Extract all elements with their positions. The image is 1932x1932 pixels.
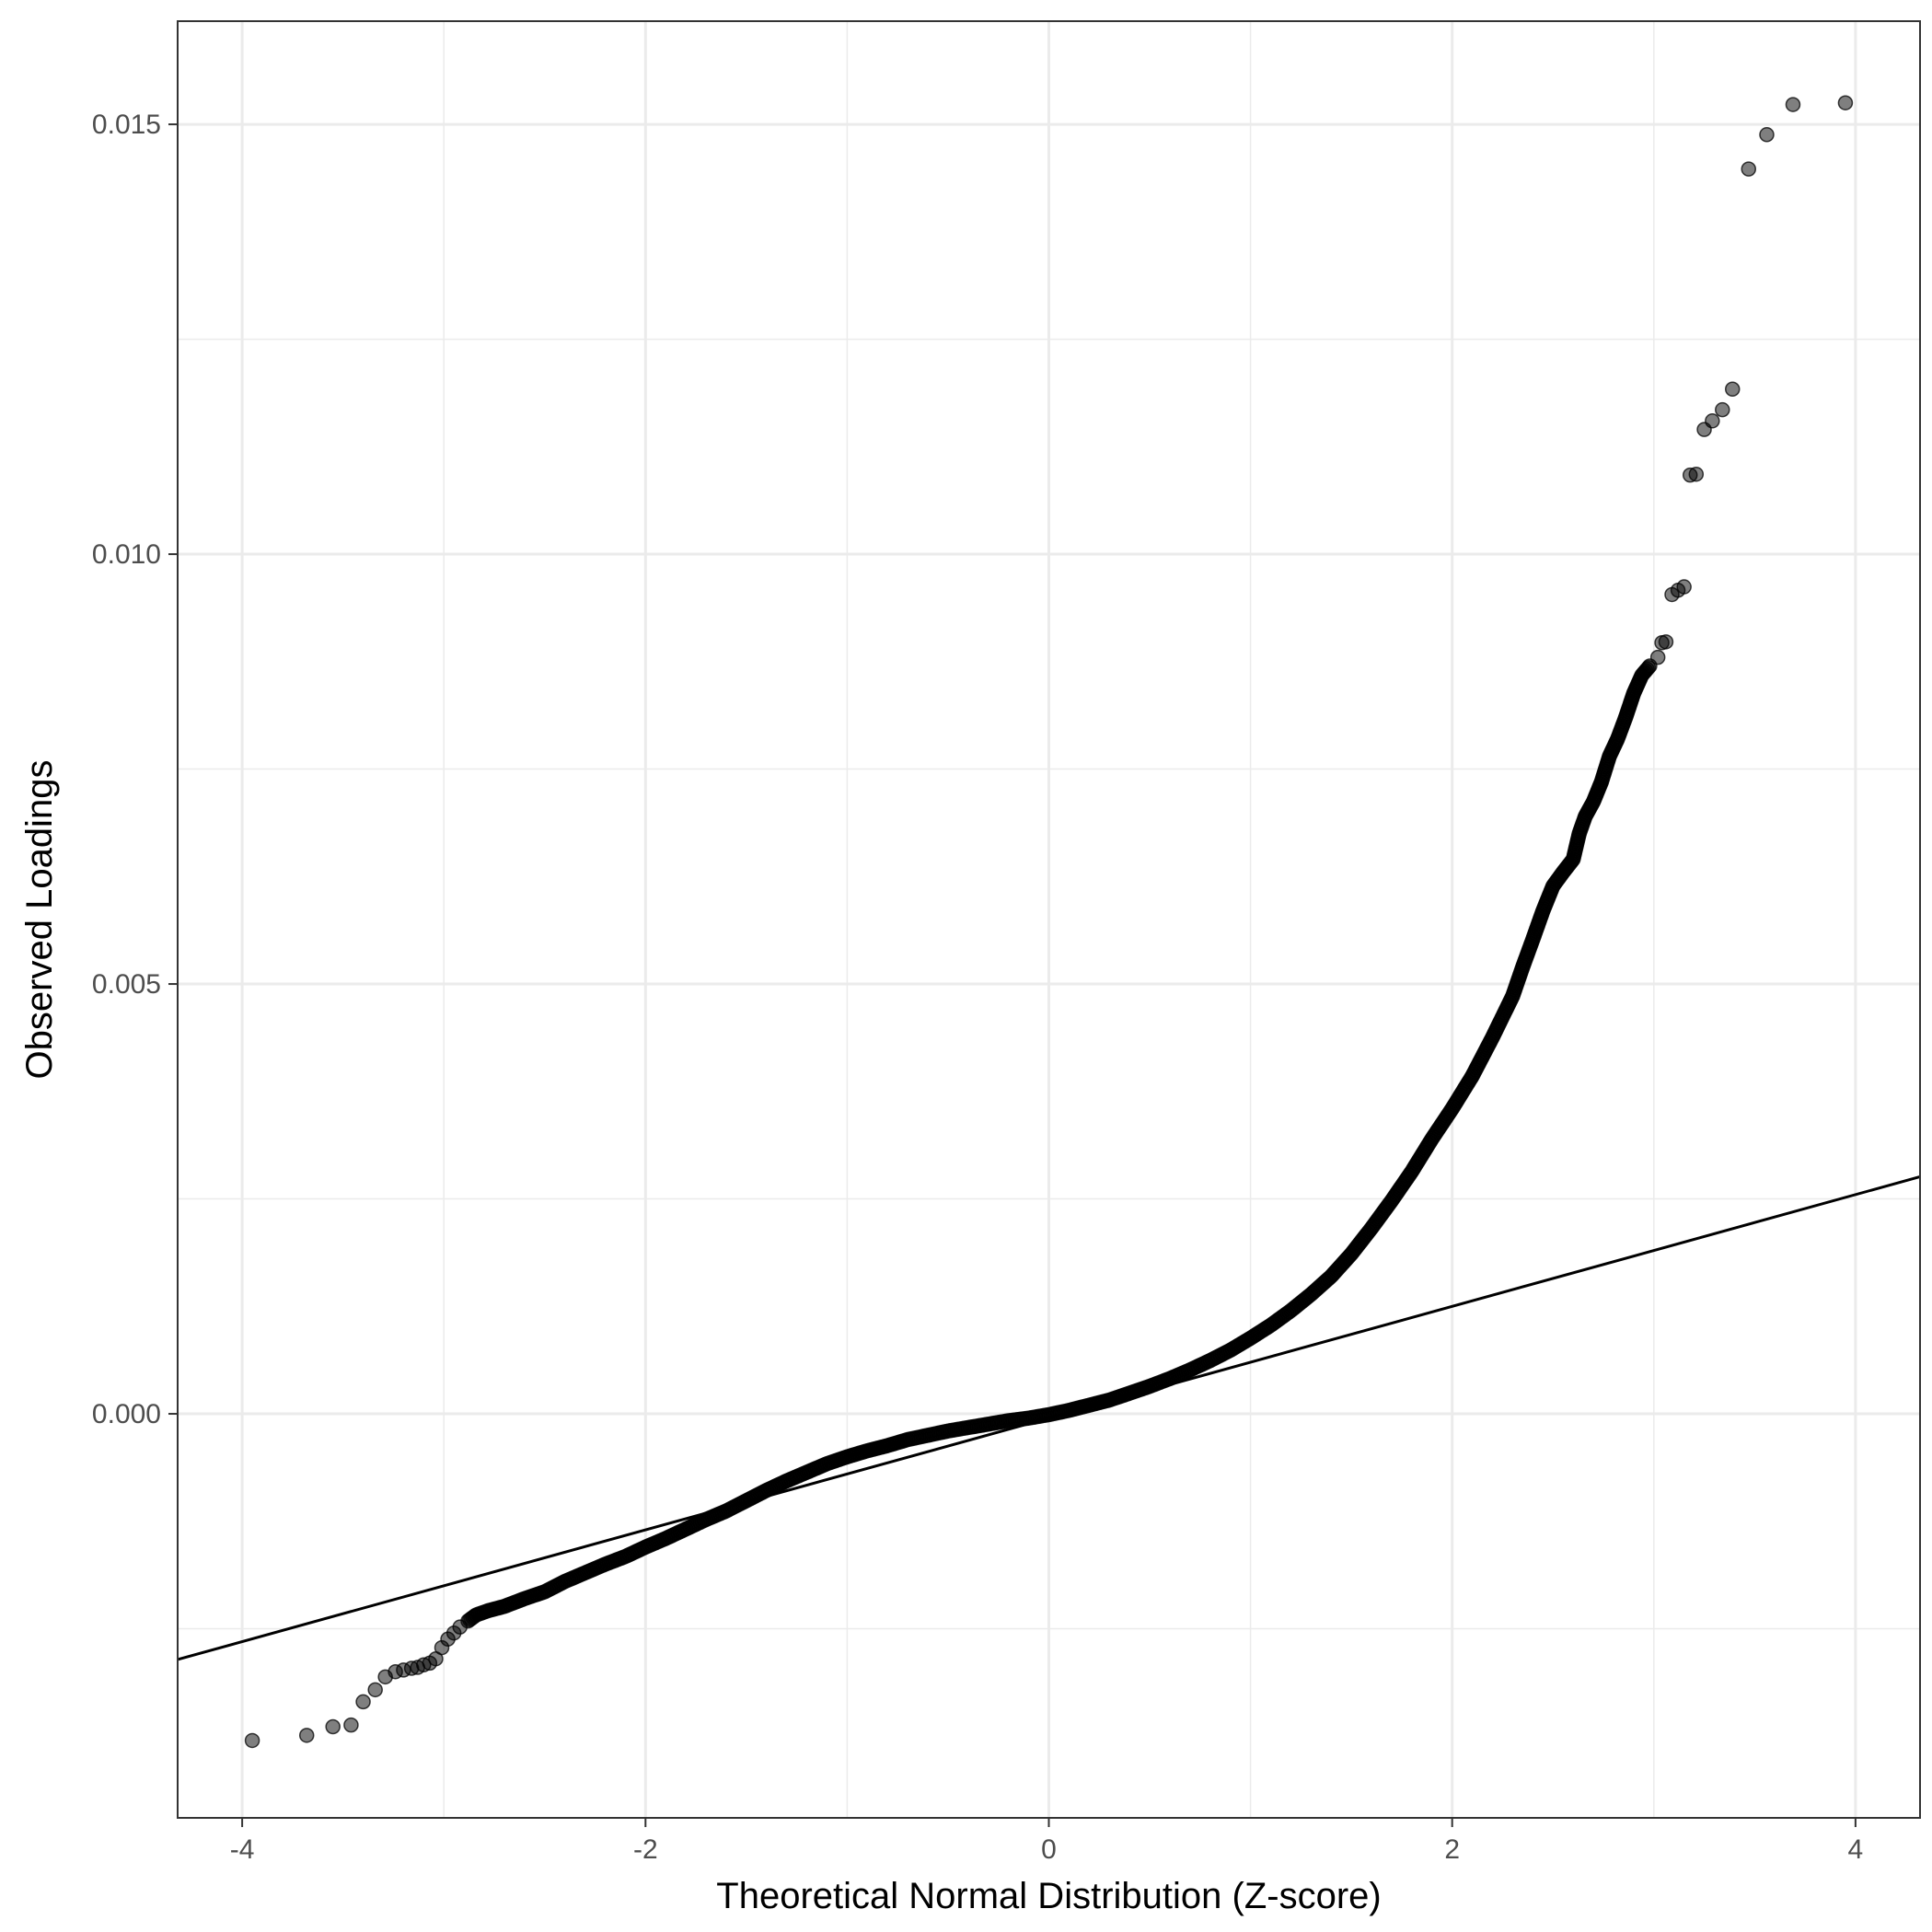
data-point (1676, 579, 1692, 595)
y-axis-ticks: 0.000 0.005 0.010 0.015 (92, 110, 178, 1429)
x-axis-title: Theoretical Normal Distribution (Z-score… (716, 1876, 1381, 1916)
x-tick-label: 0 (1041, 1834, 1057, 1865)
data-point (1705, 413, 1720, 429)
data-point (244, 1732, 260, 1749)
data-point (325, 1718, 341, 1735)
y-tick-label: 0.010 (92, 539, 161, 570)
data-point (343, 1717, 359, 1733)
data-points (244, 95, 1854, 1749)
x-tick-label: -2 (633, 1834, 658, 1865)
data-point (367, 1682, 383, 1698)
y-tick-label: 0.015 (92, 110, 161, 140)
data-point (1837, 95, 1854, 110)
data-point (1785, 97, 1801, 112)
x-tick-label: 2 (1444, 1834, 1460, 1865)
data-point (1759, 127, 1775, 143)
data-point (1724, 381, 1741, 397)
data-point (1741, 161, 1757, 177)
y-axis-title: Observed Loadings (19, 760, 60, 1080)
data-point (1649, 649, 1666, 665)
x-axis-ticks: -4 -2 0 2 4 (230, 1818, 1863, 1865)
data-point (298, 1728, 315, 1743)
y-tick-label: 0.000 (92, 1399, 161, 1429)
data-point (1658, 634, 1674, 650)
data-point (1688, 466, 1705, 482)
x-tick-label: 4 (1848, 1834, 1864, 1865)
y-tick-label: 0.005 (92, 969, 161, 1000)
data-point (355, 1694, 371, 1710)
data-point (1715, 401, 1730, 418)
x-tick-label: -4 (230, 1834, 255, 1865)
